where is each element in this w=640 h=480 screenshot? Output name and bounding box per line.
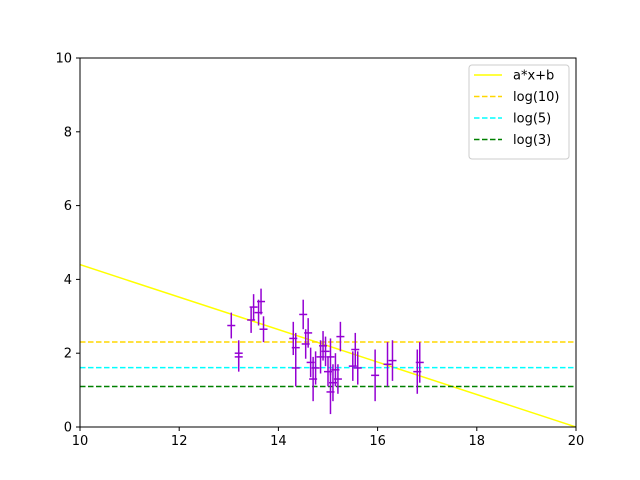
x-tick-label: 18 — [469, 434, 486, 449]
legend-label: log(3) — [513, 133, 551, 148]
legend-label: a*x+b — [513, 69, 554, 84]
x-tick-label: 12 — [171, 434, 188, 449]
legend-box — [468, 64, 570, 160]
axis-ticks: 10 12 14 16 18 20 0 2 4 6 8 10 — [55, 52, 584, 450]
legend: a*x+b log(10) log(5) log(3) — [468, 64, 570, 160]
data-point — [311, 351, 320, 385]
legend-label: log(5) — [513, 112, 551, 127]
y-tick-label: 8 — [64, 125, 72, 140]
data-point — [383, 342, 392, 387]
data-point — [353, 351, 362, 385]
data-point — [249, 294, 258, 320]
data-point — [291, 332, 300, 363]
y-tick-label: 4 — [64, 273, 72, 288]
axes-frame — [79, 57, 577, 428]
data-point — [326, 338, 335, 376]
x-tick-label: 10 — [72, 434, 89, 449]
plot-area — [80, 263, 576, 427]
legend-label: log(10) — [513, 90, 560, 105]
data-point — [227, 312, 236, 339]
data-point — [333, 364, 342, 394]
x-tick-label: 20 — [568, 434, 585, 449]
x-tick-label: 16 — [369, 434, 386, 449]
data-point — [336, 321, 345, 352]
data-point — [259, 316, 268, 343]
data-point — [257, 288, 266, 315]
data-point — [351, 332, 360, 367]
y-tick-label: 6 — [64, 199, 72, 214]
fit-line — [80, 263, 576, 427]
data-point — [415, 342, 424, 383]
y-tick-label: 10 — [55, 52, 72, 67]
data-point — [299, 299, 308, 330]
y-tick-label: 0 — [64, 421, 72, 436]
data-point — [388, 340, 397, 381]
data-point — [371, 349, 380, 402]
data-point — [321, 336, 330, 367]
x-tick-label: 14 — [270, 434, 287, 449]
y-tick-label: 2 — [64, 347, 72, 362]
data-point — [234, 342, 243, 372]
data-point — [304, 318, 313, 348]
